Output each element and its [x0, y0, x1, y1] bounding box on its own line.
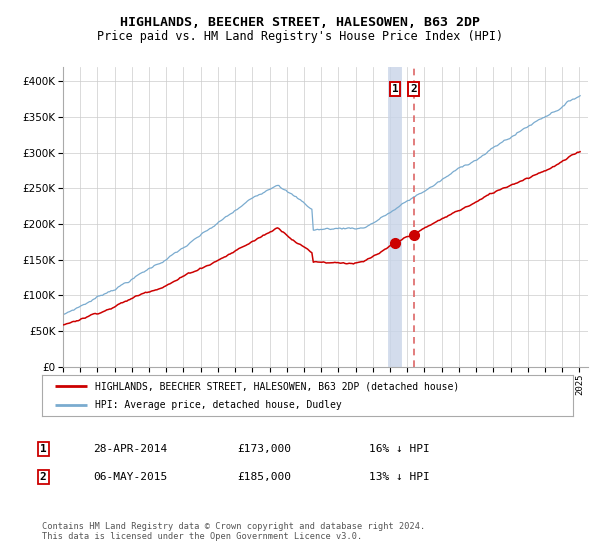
Text: 1: 1: [40, 444, 47, 454]
Text: 2: 2: [410, 83, 417, 94]
Text: HIGHLANDS, BEECHER STREET, HALESOWEN, B63 2DP: HIGHLANDS, BEECHER STREET, HALESOWEN, B6…: [120, 16, 480, 29]
Text: HPI: Average price, detached house, Dudley: HPI: Average price, detached house, Dudl…: [95, 400, 342, 409]
Text: 16% ↓ HPI: 16% ↓ HPI: [369, 444, 430, 454]
Text: 06-MAY-2015: 06-MAY-2015: [93, 472, 167, 482]
Text: HIGHLANDS, BEECHER STREET, HALESOWEN, B63 2DP (detached house): HIGHLANDS, BEECHER STREET, HALESOWEN, B6…: [95, 381, 460, 391]
Text: £185,000: £185,000: [237, 472, 291, 482]
Text: £173,000: £173,000: [237, 444, 291, 454]
Text: Price paid vs. HM Land Registry's House Price Index (HPI): Price paid vs. HM Land Registry's House …: [97, 30, 503, 43]
Text: 2: 2: [40, 472, 47, 482]
Text: 13% ↓ HPI: 13% ↓ HPI: [369, 472, 430, 482]
Text: 28-APR-2014: 28-APR-2014: [93, 444, 167, 454]
Text: 1: 1: [392, 83, 398, 94]
Text: Contains HM Land Registry data © Crown copyright and database right 2024.
This d: Contains HM Land Registry data © Crown c…: [42, 522, 425, 542]
